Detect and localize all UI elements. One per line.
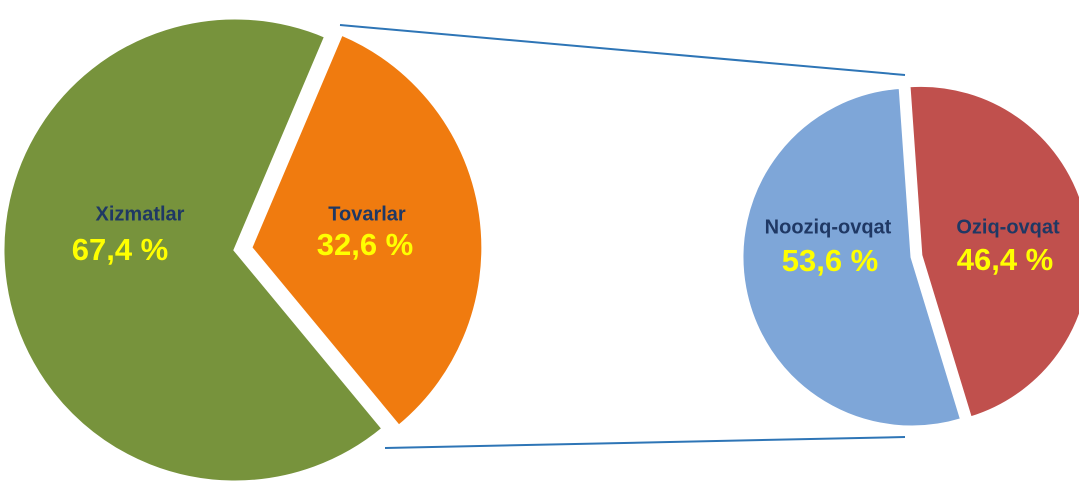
value-label: 53,6 % — [782, 243, 879, 278]
pie-slice — [249, 32, 485, 429]
pie-slice — [740, 85, 964, 429]
slice-label: Nooziq-ovqat — [765, 216, 892, 238]
pie-slice — [1, 16, 386, 484]
value-label: 46,4 % — [957, 242, 1054, 277]
slice-label: Xizmatlar — [96, 203, 185, 225]
value-label: 32,6 % — [317, 227, 414, 262]
slice-label: Tovarlar — [328, 203, 406, 225]
connector-line — [384, 436, 906, 449]
slice-label: Oziq-ovqat — [956, 216, 1060, 238]
pie-slice — [907, 83, 1079, 420]
connector-line — [339, 24, 906, 76]
value-label: 67,4 % — [72, 232, 169, 267]
